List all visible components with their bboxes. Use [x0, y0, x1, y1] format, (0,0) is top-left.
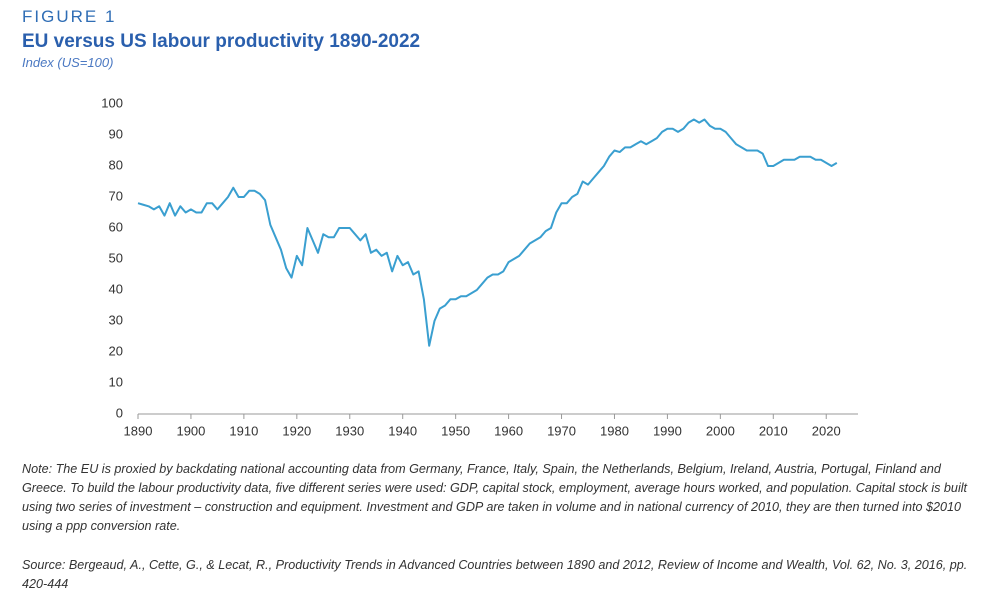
x-tick-label: 1980: [600, 423, 629, 438]
chart-subtitle: Index (US=100): [22, 55, 114, 70]
x-tick-label: 1910: [229, 423, 258, 438]
source: Source: Bergeaud, A., Cette, G., & Lecat…: [22, 558, 968, 591]
y-tick-label: 10: [109, 374, 123, 389]
x-tick-label: 1970: [547, 423, 576, 438]
y-tick-label: 40: [109, 281, 123, 296]
x-tick-label: 2010: [759, 423, 788, 438]
x-tick-label: 2020: [812, 423, 841, 438]
y-tick-label: 50: [109, 250, 123, 265]
note: Note: The EU is proxied by backdating na…: [22, 462, 968, 533]
x-tick-label: 1940: [388, 423, 417, 438]
y-tick-label: 80: [109, 157, 123, 172]
y-tick-label: 60: [109, 219, 123, 234]
x-tick-label: 1920: [282, 423, 311, 438]
x-tick-label: 1890: [124, 423, 153, 438]
y-tick-label: 0: [116, 405, 123, 420]
y-tick-label: 70: [109, 188, 123, 203]
chart-title: EU versus US labour productivity 1890-20…: [22, 31, 421, 52]
x-tick-label: 1950: [441, 423, 470, 438]
y-tick-label: 90: [109, 126, 123, 141]
x-tick-label: 1900: [176, 423, 205, 438]
x-tick-label: 2000: [706, 423, 735, 438]
x-tick-label: 1930: [335, 423, 364, 438]
y-tick-label: 20: [109, 343, 123, 358]
chart: 0 10 20 30 40 50 60 70 80 90 100 1890 1900 1910 1920 19…: [101, 95, 858, 438]
x-tick-label: 1990: [653, 423, 682, 438]
y-tick-label: 30: [109, 312, 123, 327]
figure-label: FIGURE 1: [22, 7, 117, 26]
x-tick-label: 1960: [494, 423, 523, 438]
data-line: [137, 118, 838, 347]
y-tick-label: 100: [101, 95, 123, 110]
